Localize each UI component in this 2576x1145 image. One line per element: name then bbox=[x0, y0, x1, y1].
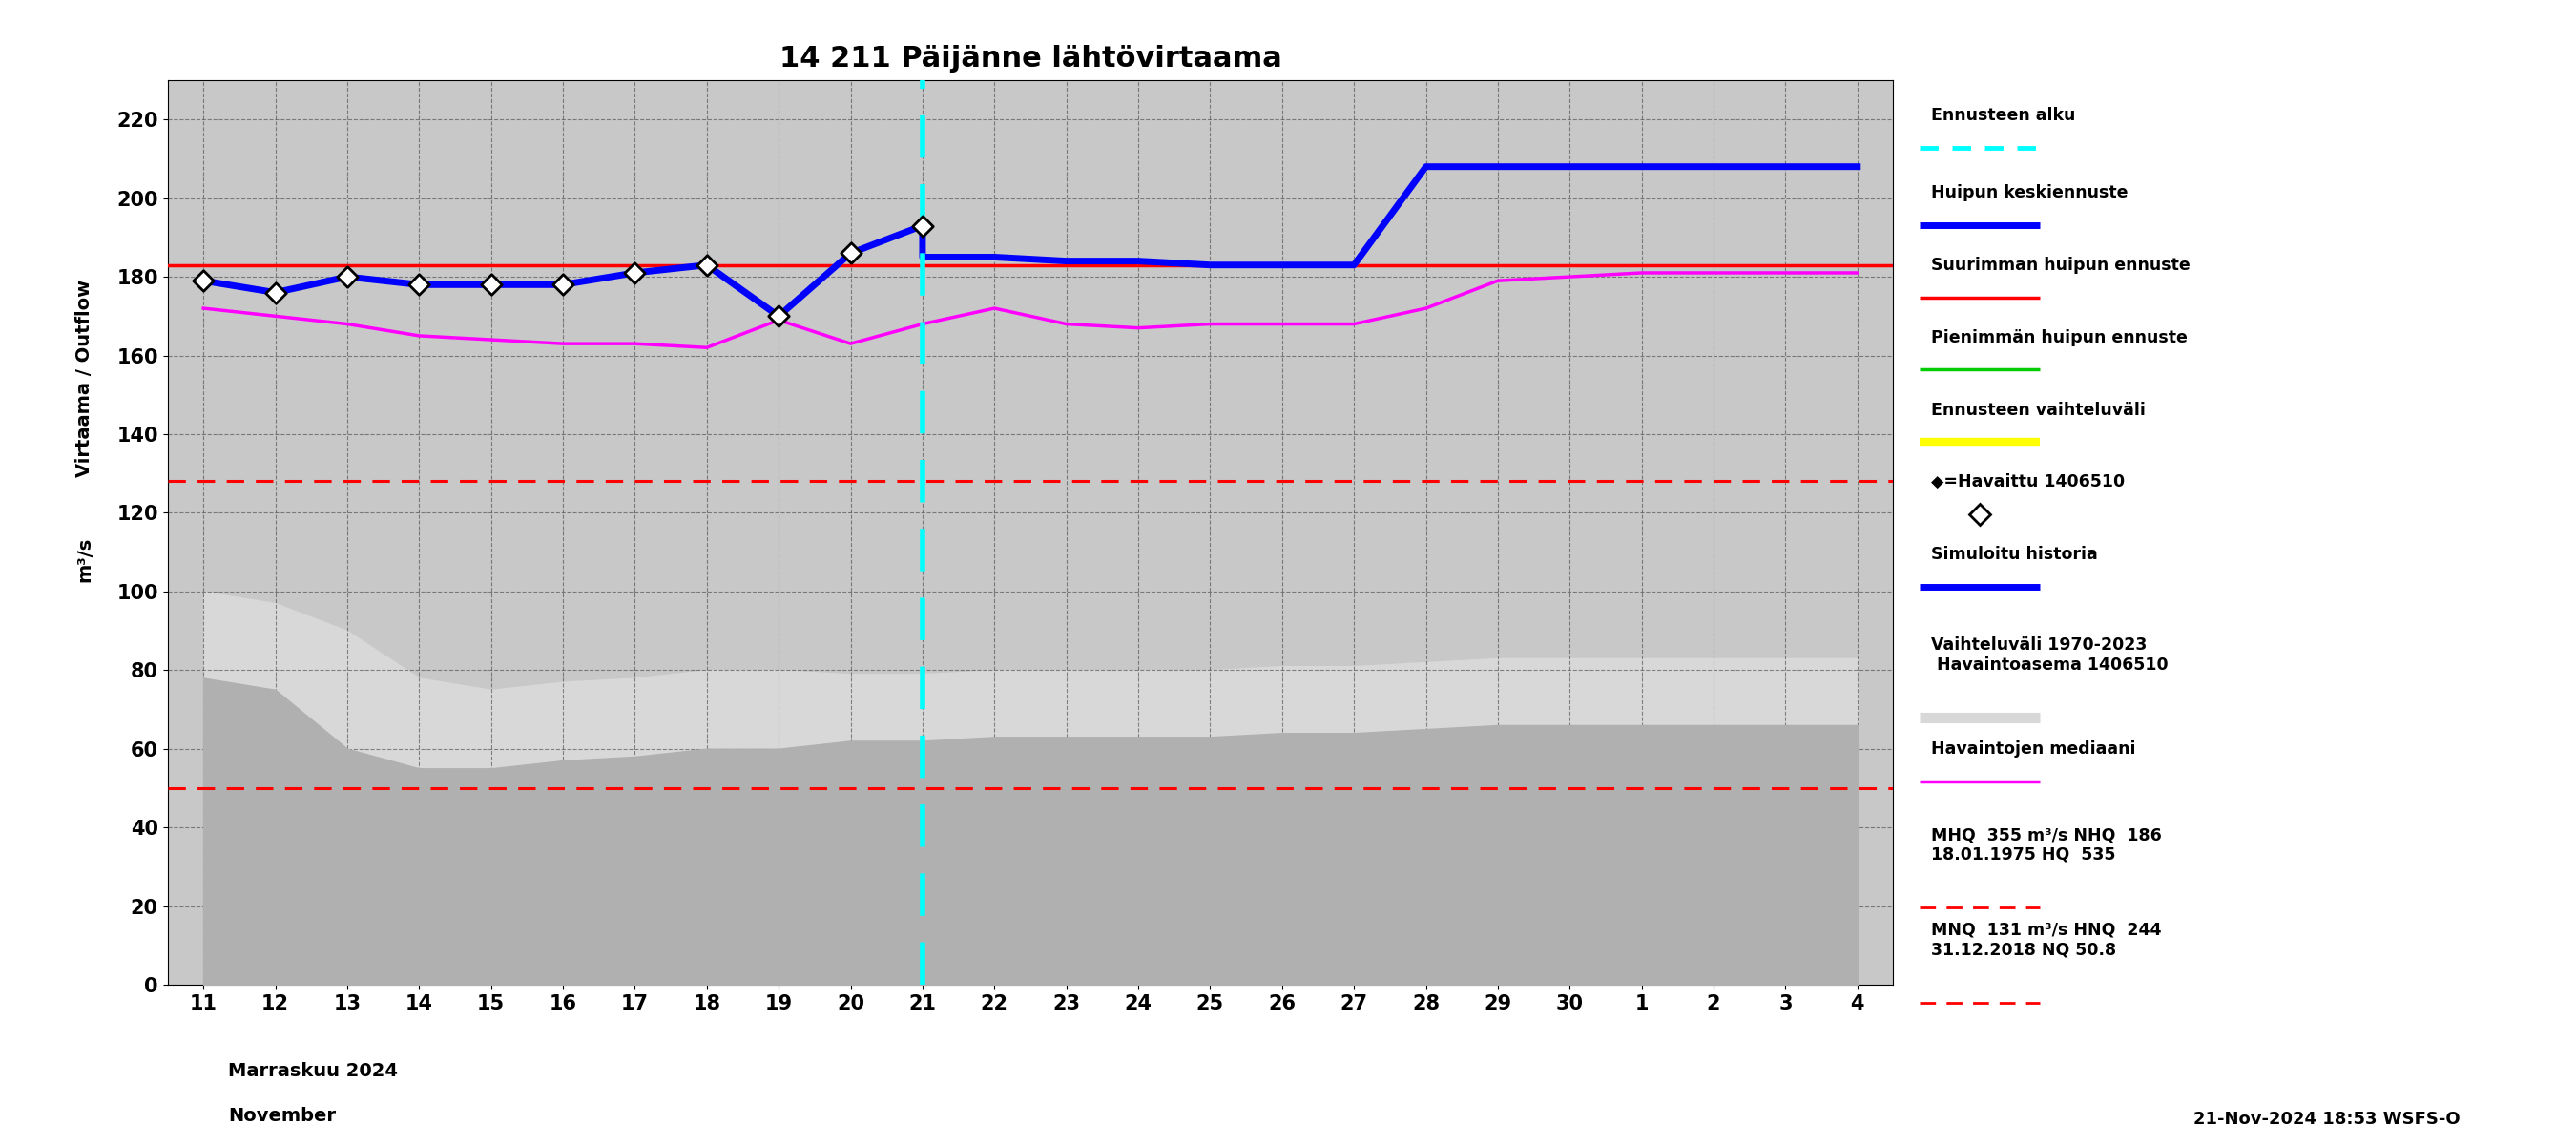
Title: 14 211 Päijänne lähtövirtaama: 14 211 Päijänne lähtövirtaama bbox=[778, 45, 1283, 72]
Point bbox=[757, 307, 799, 325]
Point bbox=[613, 263, 654, 282]
Text: Vaihteluväli 1970-2023
 Havaintoasema 1406510: Vaihteluväli 1970-2023 Havaintoasema 140… bbox=[1932, 637, 2169, 673]
Text: Virtaama / Outflow: Virtaama / Outflow bbox=[75, 279, 93, 477]
Point bbox=[255, 283, 296, 301]
Text: Pienimmän huipun ennuste: Pienimmän huipun ennuste bbox=[1932, 329, 2187, 346]
Point bbox=[902, 216, 943, 235]
Text: MNQ  131 m³/s HNQ  244
31.12.2018 NQ 50.8: MNQ 131 m³/s HNQ 244 31.12.2018 NQ 50.8 bbox=[1932, 922, 2161, 958]
Point bbox=[471, 276, 513, 294]
Text: ◆=Havaittu 1406510: ◆=Havaittu 1406510 bbox=[1932, 474, 2125, 491]
Text: Ennusteen vaihteluväli: Ennusteen vaihteluväli bbox=[1932, 401, 2146, 418]
Text: MHQ  355 m³/s NHQ  186
18.01.1975 HQ  535: MHQ 355 m³/s NHQ 186 18.01.1975 HQ 535 bbox=[1932, 827, 2161, 863]
Point bbox=[327, 268, 368, 286]
Text: November: November bbox=[227, 1107, 335, 1124]
Point bbox=[399, 276, 440, 294]
Point bbox=[183, 271, 224, 290]
Text: Marraskuu 2024: Marraskuu 2024 bbox=[227, 1061, 397, 1080]
Text: Ennusteen alku: Ennusteen alku bbox=[1932, 108, 2076, 125]
Text: Havaintojen mediaani: Havaintojen mediaani bbox=[1932, 741, 2136, 758]
Point bbox=[544, 276, 585, 294]
Text: Suurimman huipun ennuste: Suurimman huipun ennuste bbox=[1932, 256, 2190, 274]
Text: m³/s: m³/s bbox=[75, 537, 93, 582]
Text: Simuloitu historia: Simuloitu historia bbox=[1932, 546, 2097, 563]
Text: Huipun keskiennuste: Huipun keskiennuste bbox=[1932, 184, 2128, 202]
Point bbox=[829, 244, 871, 262]
Text: 21-Nov-2024 18:53 WSFS-O: 21-Nov-2024 18:53 WSFS-O bbox=[2192, 1111, 2460, 1128]
Point bbox=[685, 255, 726, 274]
